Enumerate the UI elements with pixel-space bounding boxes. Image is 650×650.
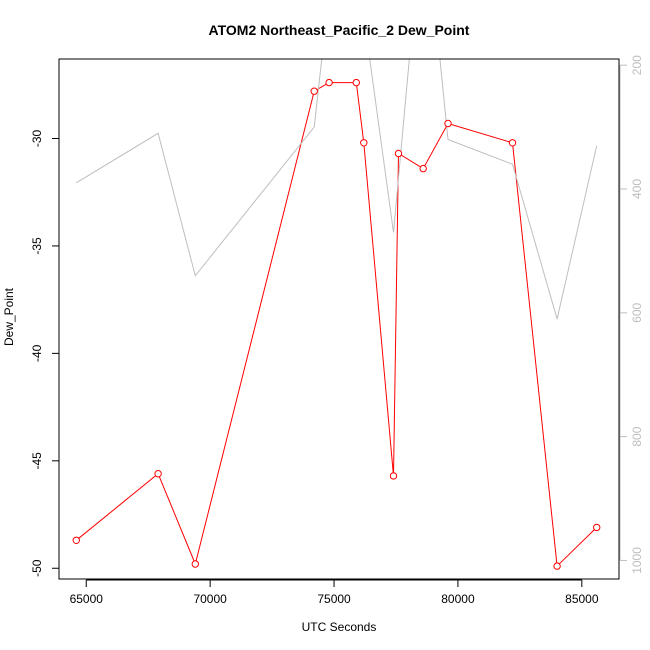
dew-point-marker bbox=[508, 139, 517, 147]
dew-point-marker bbox=[352, 78, 360, 87]
dew-point-marker bbox=[360, 139, 368, 147]
y-tick-label: -35 bbox=[30, 237, 44, 255]
dew-point-marker bbox=[154, 470, 162, 478]
x-tick-label: 65000 bbox=[70, 592, 104, 606]
y-axis-label: Dew_Point bbox=[2, 287, 16, 346]
x-tick-label: 75000 bbox=[317, 592, 351, 606]
x-axis-label: UTC Seconds bbox=[302, 620, 377, 634]
y2-tick-label: 200 bbox=[630, 55, 644, 75]
series-layer bbox=[75, 59, 598, 568]
dew-point-marker bbox=[394, 149, 403, 158]
x-axis: 65000 70000 75000 80000 85000 bbox=[70, 579, 599, 606]
y-tick-label: -40 bbox=[30, 344, 44, 362]
y2-tick-label: 800 bbox=[630, 426, 644, 446]
dew-point-marker bbox=[325, 78, 333, 87]
x-tick-label: 80000 bbox=[441, 592, 475, 606]
y-tick-label: -50 bbox=[30, 559, 44, 577]
dew-point-marker bbox=[593, 523, 601, 532]
x-tick-label: 70000 bbox=[193, 592, 227, 606]
y2-axis-right: 200 400 600 800 1000 bbox=[619, 55, 644, 574]
pressure-series-line bbox=[76, 59, 598, 320]
y-tick-label: -45 bbox=[30, 452, 44, 470]
dew-point-marker bbox=[444, 119, 452, 128]
y-tick-label: -30 bbox=[30, 130, 44, 148]
y-axis: -50 -45 -40 -35 -30 bbox=[30, 130, 60, 577]
dew-point-marker bbox=[553, 562, 561, 570]
plot-frame bbox=[58, 58, 620, 580]
dew-point-marker bbox=[419, 164, 427, 173]
dew-point-marker bbox=[72, 536, 81, 544]
chart-title: ATOM2 Northeast_Pacific_2 Dew_Point bbox=[209, 22, 470, 38]
y2-tick-label: 1000 bbox=[630, 547, 644, 574]
dew-point-marker bbox=[310, 87, 318, 95]
dew-point-marker bbox=[389, 472, 398, 480]
y2-tick-label: 400 bbox=[630, 179, 644, 199]
marker-layer bbox=[72, 78, 601, 570]
y2-tick-label: 600 bbox=[630, 302, 644, 322]
dew-point-series-line bbox=[75, 82, 598, 568]
x-tick-label: 85000 bbox=[565, 592, 599, 606]
dew-point-marker bbox=[191, 560, 200, 568]
